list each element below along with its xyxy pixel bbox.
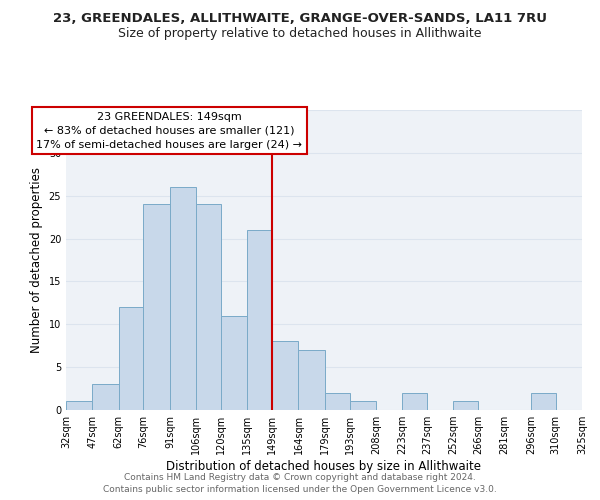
Bar: [454, 402, 478, 410]
Y-axis label: Number of detached properties: Number of detached properties: [30, 167, 43, 353]
Bar: [143, 204, 170, 410]
Bar: [350, 402, 376, 410]
Bar: [531, 393, 556, 410]
Text: Contains public sector information licensed under the Open Government Licence v3: Contains public sector information licen…: [103, 485, 497, 494]
Bar: [119, 307, 143, 410]
Text: 23 GREENDALES: 149sqm
← 83% of detached houses are smaller (121)
17% of semi-det: 23 GREENDALES: 149sqm ← 83% of detached …: [36, 112, 302, 150]
Bar: [247, 230, 272, 410]
Bar: [221, 316, 247, 410]
Bar: [196, 204, 221, 410]
Bar: [325, 393, 350, 410]
Bar: [298, 350, 325, 410]
X-axis label: Distribution of detached houses by size in Allithwaite: Distribution of detached houses by size …: [167, 460, 482, 473]
Bar: [170, 187, 196, 410]
Bar: [66, 402, 92, 410]
Text: Contains HM Land Registry data © Crown copyright and database right 2024.: Contains HM Land Registry data © Crown c…: [124, 472, 476, 482]
Bar: [92, 384, 119, 410]
Bar: [272, 342, 298, 410]
Text: 23, GREENDALES, ALLITHWAITE, GRANGE-OVER-SANDS, LA11 7RU: 23, GREENDALES, ALLITHWAITE, GRANGE-OVER…: [53, 12, 547, 26]
Text: Size of property relative to detached houses in Allithwaite: Size of property relative to detached ho…: [118, 28, 482, 40]
Bar: [403, 393, 427, 410]
